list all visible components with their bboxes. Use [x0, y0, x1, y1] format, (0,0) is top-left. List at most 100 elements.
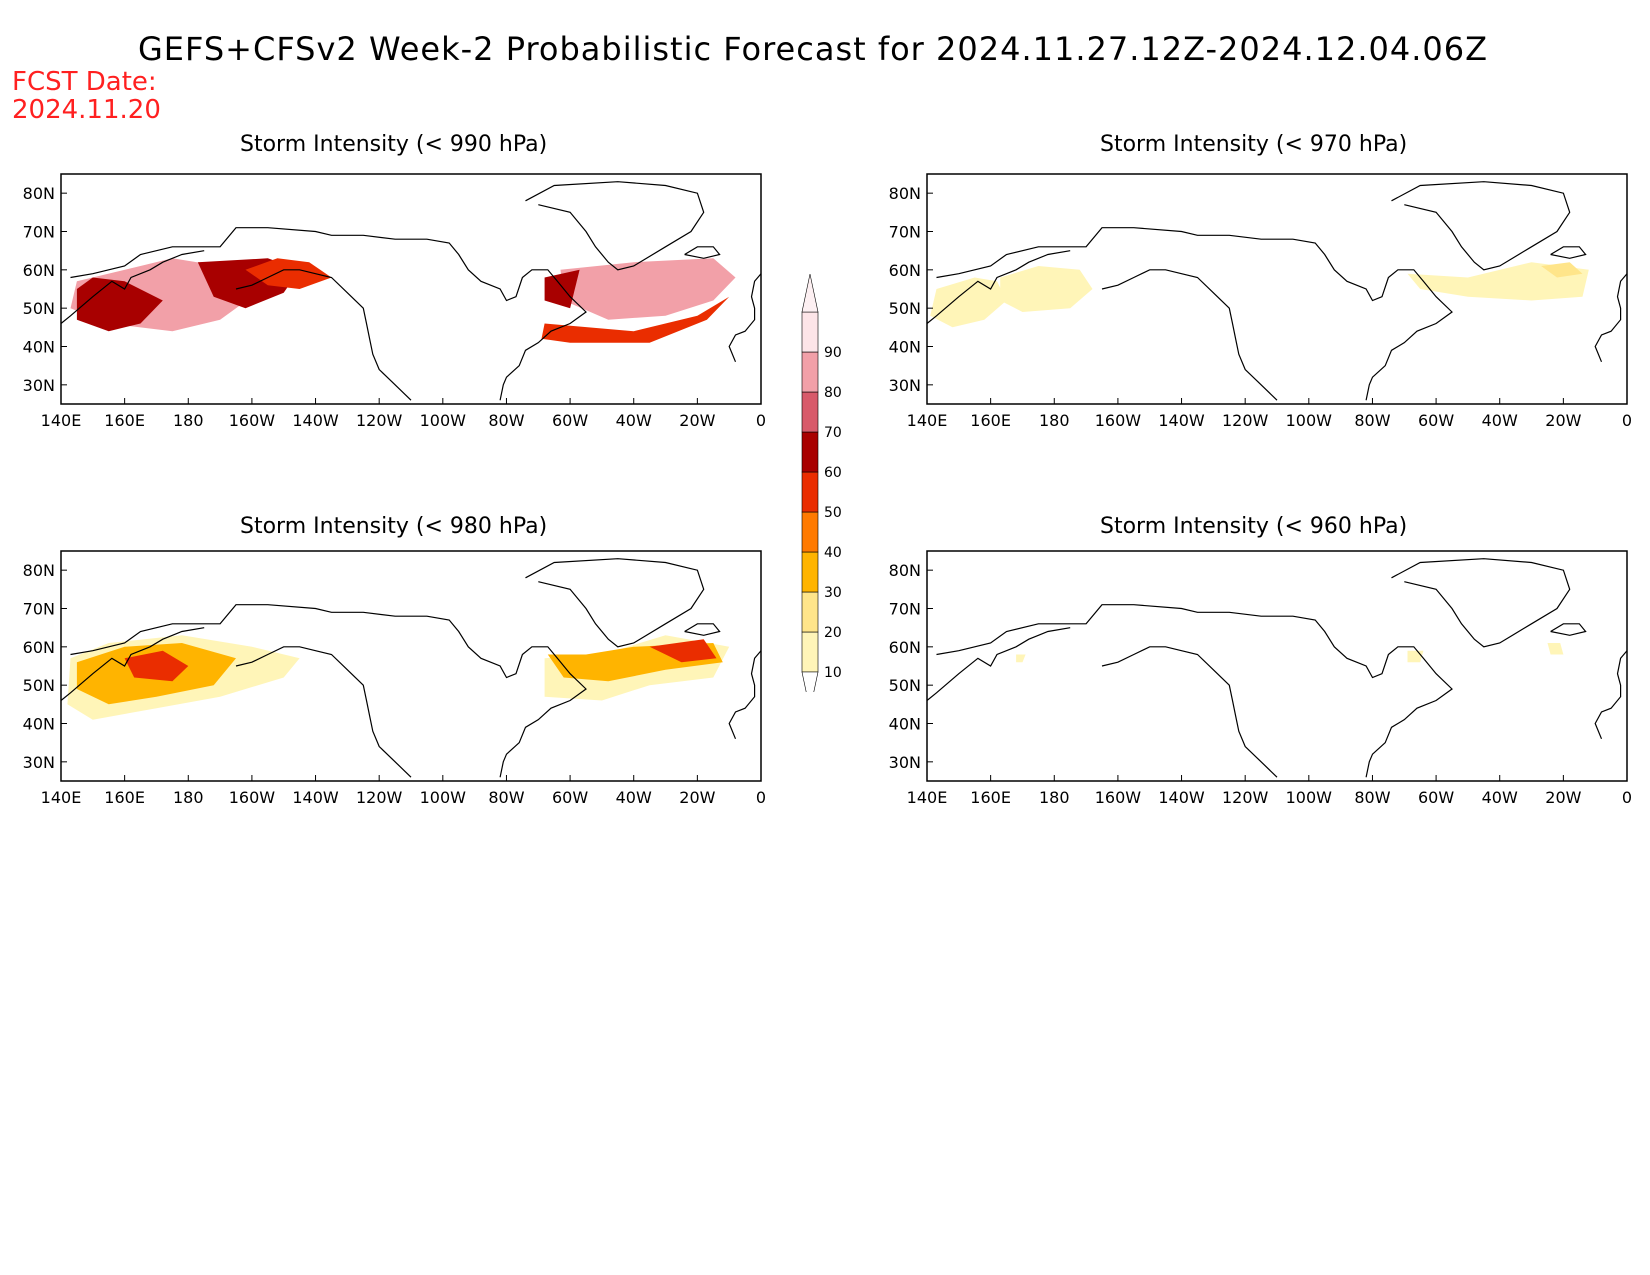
colorbar-swatch [801, 431, 819, 473]
map-frame [60, 173, 762, 405]
colorbar-top-arrow [801, 273, 819, 313]
colorbar-label: 50 [824, 505, 842, 521]
colorbar-label: 80 [824, 385, 842, 401]
lon-tick-label: 120W [356, 788, 403, 807]
coastline [1101, 269, 1278, 401]
coastline [1550, 246, 1587, 259]
lon-tick-label: 120W [1222, 788, 1269, 807]
lon-tick-label: 20W [679, 788, 715, 807]
lat-tick-label: 40N [889, 715, 921, 734]
lat-tick-label: 40N [23, 338, 55, 357]
lon-tick-label: 60W [1418, 788, 1454, 807]
panel-title-960: Storm Intensity (< 960 hPa) [1100, 514, 1408, 539]
colorbar-label: 20 [824, 625, 842, 641]
lon-tick-label: 80W [1354, 411, 1390, 430]
map-p990: 140E 160E 180 160W 140W 120W 100W 80W 60W 40W 20W 0… [23, 173, 766, 430]
lon-tick-label: 160W [1095, 788, 1142, 807]
coastline [684, 623, 721, 636]
lon-tick-label: 140W [292, 411, 339, 430]
lat-tick-label: 60N [23, 261, 55, 280]
map-frame [926, 550, 1628, 782]
lon-tick-label: 40W [1482, 788, 1518, 807]
coastline [70, 604, 587, 778]
lon-tick-label: 100W [420, 788, 467, 807]
panel-title-970: Storm Intensity (< 970 hPa) [1100, 132, 1408, 157]
lat-tick-label: 70N [23, 223, 55, 242]
lon-tick-label: 100W [420, 411, 467, 430]
lon-tick-label: 20W [679, 411, 715, 430]
lon-tick-label: 140E [907, 411, 948, 430]
lon-tick-label: 80W [488, 411, 524, 430]
probability-region [1541, 262, 1583, 278]
map-p960: 140E 160E 180 160W 140W 120W 100W 80W 60W 40W 20W 0… [889, 550, 1632, 807]
lat-tick-label: 40N [889, 338, 921, 357]
coastline [728, 650, 762, 740]
lon-tick-label: 20W [1545, 411, 1581, 430]
probability-region [124, 650, 189, 682]
colorbar-swatch [801, 351, 819, 393]
coastline [728, 273, 762, 363]
lat-tick-label: 50N [889, 299, 921, 318]
lon-tick-label: 160W [229, 411, 276, 430]
lon-tick-label: 120W [356, 411, 403, 430]
coastline [1391, 558, 1571, 648]
lon-tick-label: 140W [1158, 411, 1205, 430]
lat-tick-label: 50N [23, 299, 55, 318]
lon-tick-label: 180 [1039, 788, 1070, 807]
lat-tick-label: 60N [889, 261, 921, 280]
map-frame [60, 550, 762, 782]
lon-tick-label: 100W [1286, 788, 1333, 807]
lat-tick-label: 60N [23, 638, 55, 657]
lat-tick-label: 30N [889, 376, 921, 395]
lat-tick-label: 30N [889, 753, 921, 772]
coastline [1391, 181, 1571, 271]
fcst-date-label: FCST Date: [12, 67, 157, 97]
coastline [936, 604, 1453, 778]
probability-region [1547, 643, 1564, 655]
colorbar-swatch [801, 631, 819, 673]
probability-region [541, 296, 730, 343]
colorbar-label: 40 [824, 545, 842, 561]
lon-tick-label: 80W [488, 788, 524, 807]
probability-region [930, 277, 1007, 328]
probability-region [1016, 654, 1026, 663]
lon-tick-label: 140W [292, 788, 339, 807]
lon-tick-label: 140E [41, 788, 82, 807]
probability-region [76, 277, 163, 332]
lon-tick-label: 180 [1039, 411, 1070, 430]
lat-tick-label: 50N [23, 676, 55, 695]
probability-region [1407, 650, 1424, 663]
coastline [60, 250, 205, 324]
lat-tick-label: 70N [889, 223, 921, 242]
coastline [235, 269, 412, 401]
lon-tick-label: 140W [1158, 788, 1205, 807]
probability-region [1407, 262, 1589, 301]
lon-tick-label: 100W [1286, 411, 1333, 430]
lon-tick-label: 60W [1418, 411, 1454, 430]
lon-tick-label: 160E [970, 411, 1011, 430]
coastline [525, 558, 705, 648]
probability-region [560, 258, 736, 320]
probability-region [245, 258, 332, 289]
lon-tick-label: 140E [907, 788, 948, 807]
lon-tick-label: 160E [104, 411, 145, 430]
lon-tick-label: 0 [1622, 411, 1632, 430]
lon-tick-label: 60W [552, 788, 588, 807]
lon-tick-label: 0 [756, 411, 766, 430]
colorbar-swatch [801, 311, 819, 353]
colorbar-swatch [801, 551, 819, 593]
lon-tick-label: 0 [756, 788, 766, 807]
coastline [684, 246, 721, 259]
lon-tick-label: 40W [616, 788, 652, 807]
colorbar-label: 10 [824, 665, 842, 681]
lat-tick-label: 80N [889, 561, 921, 580]
colorbar-swatch [801, 471, 819, 513]
lon-tick-label: 160E [104, 788, 145, 807]
fcst-date-value: 2024.11.20 [12, 95, 161, 125]
map-p980: 140E 160E 180 160W 140W 120W 100W 80W 60W 40W 20W 0… [23, 550, 766, 807]
lat-tick-label: 80N [889, 184, 921, 203]
coastline [926, 250, 1071, 324]
lon-tick-label: 140E [41, 411, 82, 430]
coastline [70, 227, 587, 401]
